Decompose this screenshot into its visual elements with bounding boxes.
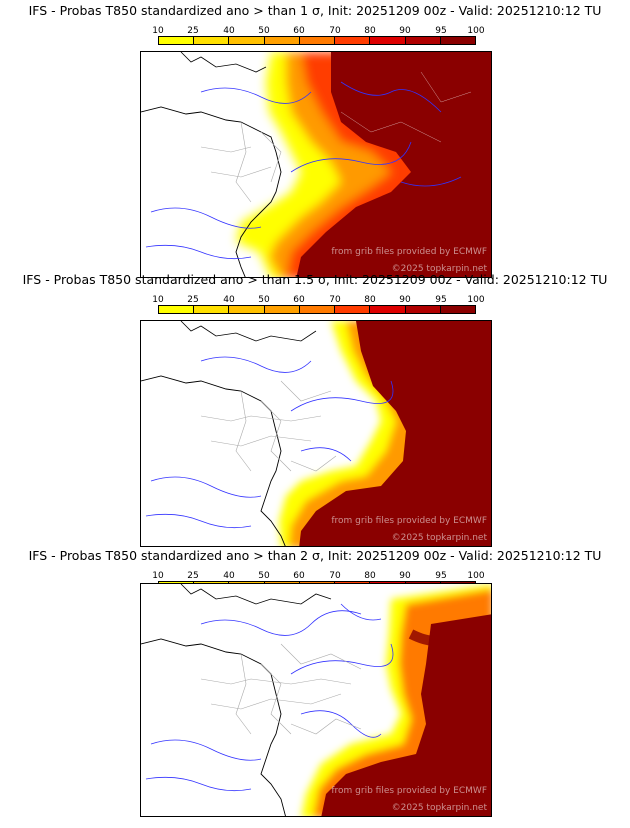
color-swatch <box>370 37 406 44</box>
credit-source: from grib files provided by ECMWF <box>331 247 487 257</box>
colorbar-tick: 10 <box>152 295 164 305</box>
credit-site: ©2025 topkarpin.net <box>391 264 487 274</box>
colorbar-tick: 50 <box>258 571 270 581</box>
credit-source: from grib files provided by ECMWF <box>331 786 487 796</box>
colorbar-tick: 70 <box>329 295 341 305</box>
color-swatch <box>299 306 336 313</box>
colorbar-tick: 25 <box>187 571 199 581</box>
colorbar-tick: 25 <box>187 26 199 36</box>
colorbar-tick: 40 <box>223 295 235 305</box>
color-swatch <box>264 306 300 313</box>
colorbar-tick: 40 <box>223 26 235 36</box>
colorbar-tick: 100 <box>467 295 485 305</box>
colorbar-tick: 10 <box>152 571 164 581</box>
colorbar-swatches <box>158 36 476 45</box>
color-swatch <box>335 37 371 44</box>
color-swatch <box>299 37 336 44</box>
color-swatch <box>370 306 406 313</box>
colorbar-tick: 40 <box>223 571 235 581</box>
color-swatch <box>440 306 475 313</box>
panel-title: IFS - Probas T850 standardized ano > tha… <box>28 3 602 18</box>
color-swatch <box>159 37 195 44</box>
color-swatch <box>229 306 265 313</box>
colorbar-tick: 10 <box>152 26 164 36</box>
credit-source: from grib files provided by ECMWF <box>331 516 487 526</box>
colorbar: 10 25 40 50 60 70 80 90 95 100 <box>152 26 485 47</box>
color-swatch <box>335 306 371 313</box>
colorbar-tick: 80 <box>364 571 376 581</box>
map-graphic <box>141 584 491 816</box>
colorbar-tick: 95 <box>435 295 447 305</box>
map-panel-2: IFS - Probas T850 standardized ano > tha… <box>0 272 630 547</box>
colorbar: 10 25 40 50 60 70 80 90 95 100 <box>152 295 485 316</box>
colorbar-tick: 70 <box>329 571 341 581</box>
color-swatch <box>440 37 475 44</box>
colorbar-tick: 90 <box>399 571 411 581</box>
color-swatch <box>194 37 230 44</box>
map-panel-1: IFS - Probas T850 standardized ano > tha… <box>0 3 630 278</box>
credit-site: ©2025 topkarpin.net <box>391 803 487 813</box>
colorbar-tick: 50 <box>258 295 270 305</box>
colorbar-swatches <box>158 305 476 314</box>
panel-title: IFS - Probas T850 standardized ano > tha… <box>28 548 602 563</box>
colorbar-tick: 50 <box>258 26 270 36</box>
color-swatch <box>264 37 300 44</box>
colorbar-tick: 80 <box>364 295 376 305</box>
colorbar-tick: 70 <box>329 26 341 36</box>
colorbar-tick: 25 <box>187 295 199 305</box>
colorbar-tick: 100 <box>467 571 485 581</box>
colorbar-tick: 95 <box>435 26 447 36</box>
colorbar-tick: 95 <box>435 571 447 581</box>
probability-map: from grib files provided by ECMWF ©2025 … <box>140 583 492 817</box>
colorbar-tick: 90 <box>399 26 411 36</box>
color-swatch <box>194 306 230 313</box>
colorbar-tick: 80 <box>364 26 376 36</box>
probability-map: from grib files provided by ECMWF ©2025 … <box>140 51 492 278</box>
probability-map: from grib files provided by ECMWF ©2025 … <box>140 320 492 547</box>
colorbar-tick: 60 <box>293 295 305 305</box>
map-graphic <box>141 52 491 277</box>
color-swatch <box>405 37 441 44</box>
map-panel-3: IFS - Probas T850 standardized ano > tha… <box>0 548 630 818</box>
color-swatch <box>229 37 265 44</box>
map-graphic <box>141 321 491 546</box>
colorbar-tick: 60 <box>293 571 305 581</box>
color-swatch <box>159 306 195 313</box>
color-swatch <box>405 306 441 313</box>
panel-title: IFS - Probas T850 standardized ano > tha… <box>22 272 608 287</box>
colorbar-tick: 100 <box>467 26 485 36</box>
colorbar-tick: 60 <box>293 26 305 36</box>
credit-site: ©2025 topkarpin.net <box>391 533 487 543</box>
colorbar-tick: 90 <box>399 295 411 305</box>
